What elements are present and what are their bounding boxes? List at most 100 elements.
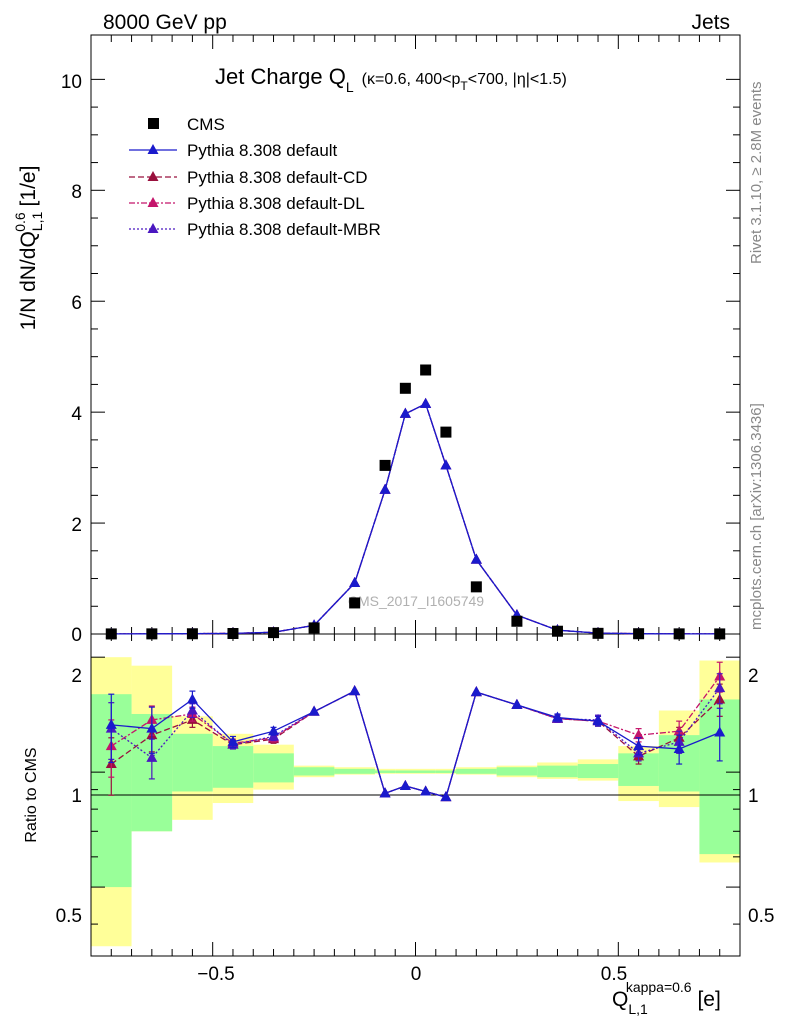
- data-point-cms: [633, 628, 645, 640]
- series-point-default: [420, 397, 432, 408]
- ratio-point-default: [268, 725, 280, 736]
- legend-label-default: Pythia 8.308 default: [187, 141, 338, 160]
- x-tick-label-0.5: 0.5: [601, 964, 627, 985]
- ratio-point-default: [470, 686, 482, 697]
- data-point-cms: [186, 628, 198, 640]
- data-point-cms: [470, 581, 482, 593]
- ratio-point-mbr: [186, 704, 198, 715]
- ratio-band-green-bin: [435, 770, 457, 773]
- data-point-cms: [440, 426, 452, 438]
- ratio-band-yellow: [91, 657, 740, 947]
- y-tick-label-6: 6: [71, 293, 82, 314]
- ratio-point-default: [673, 742, 685, 753]
- series-point-default: [399, 407, 411, 418]
- x-axis-label-sub: L,1: [628, 1001, 648, 1017]
- ratio-tick-label-left-1: 1: [71, 786, 82, 807]
- x-tick-label-minus-0.5: −0.5: [197, 964, 235, 985]
- y-axis-label-main: 1/N dN/dQ: [17, 231, 40, 330]
- ratio-point-default: [399, 779, 411, 790]
- data-point-cms: [379, 459, 391, 471]
- series-point-default: [440, 459, 452, 470]
- ratio-point-default: [551, 711, 563, 722]
- ratio-band-green-bin: [172, 733, 213, 792]
- data-point-cms: [420, 364, 432, 376]
- series-default: [105, 397, 726, 802]
- x-axis-label-unit: [e]: [692, 988, 721, 1011]
- plot-title-params-2: <700, |η|<1.5): [468, 71, 567, 88]
- ratio-point-dl: [673, 725, 685, 736]
- legend-label-cd: Pythia 8.308 default-CD: [187, 168, 368, 187]
- data-point-cms: [673, 628, 685, 640]
- axis-ticks: [90, 35, 741, 956]
- plot-title-params-1-sub: T: [460, 79, 468, 93]
- ratio-band-green-bin: [374, 770, 396, 773]
- ratio-band-green-bin: [577, 764, 619, 779]
- legend-marker-mbr: [147, 223, 159, 233]
- data-point-cms: [714, 628, 726, 640]
- ratio-band-green-bin: [395, 770, 416, 773]
- legend-label-cms: CMS: [187, 115, 225, 134]
- ratio-point-default: [379, 787, 391, 798]
- ratio-tick-label-left-2: 2: [71, 666, 82, 687]
- legend-marker-default: [147, 144, 159, 154]
- mcplots-label: mcplots.cern.ch [arXiv:1306.3436]: [748, 403, 765, 630]
- header-process-label: Jets: [691, 11, 730, 34]
- rivet-label: Rivet 3.1.10, ≥ 2.8M events: [748, 82, 765, 265]
- y-tick-label-2: 2: [71, 515, 82, 536]
- ratio-point-default: [420, 785, 432, 796]
- x-axis-label-main: Q: [612, 988, 628, 1011]
- ratio-band-green-bin: [293, 767, 335, 776]
- axis-tick-labels: 0 2 4 6 8 10 0.5 1 2 0.5 1 2 −0.5 0 0.5: [56, 72, 775, 985]
- series-layer: [105, 364, 726, 802]
- ratio-tick-label-right-0.5: 0.5: [748, 906, 774, 927]
- ratio-band-green-bin: [537, 765, 578, 778]
- ratio-tick-label-right-2: 2: [748, 666, 759, 687]
- y-axis-label-sub: L,1: [29, 212, 45, 232]
- data-point-cms: [511, 615, 523, 627]
- series-point-default: [379, 483, 391, 494]
- ratio-point-default: [592, 715, 604, 726]
- ratio-point-default: [633, 740, 645, 751]
- ratio-y-axis-label: Ratio to CMS: [23, 747, 40, 842]
- ratio-point-mbr: [146, 751, 158, 762]
- ratio-band-green-bin: [212, 746, 254, 788]
- ratio-point-default: [146, 722, 158, 733]
- data-point-cms: [308, 622, 320, 634]
- ratio-tick-label-right-1: 1: [748, 786, 759, 807]
- ratio-point-default: [511, 698, 523, 709]
- plot-title: Jet Charge QL (κ=0.6, 400<pT<700, |η|<1.5…: [215, 64, 567, 95]
- y-tick-label-8: 8: [71, 182, 82, 203]
- legend: CMS Pythia 8.308 default Pythia 8.308 de…: [129, 115, 381, 239]
- y-tick-label-4: 4: [71, 404, 82, 425]
- ratio-band-green-bin: [496, 767, 538, 776]
- ratio-band-green-bin: [415, 770, 436, 773]
- data-point-cms: [551, 625, 563, 637]
- series-point-default: [349, 576, 361, 587]
- ratio-point-default: [440, 791, 452, 802]
- data-point-cms: [399, 382, 411, 394]
- ratio-band-green-bin: [253, 753, 294, 783]
- x-axis-label-sup: kappa=0.6: [626, 979, 692, 995]
- ratio-band-green-bin: [456, 768, 497, 774]
- series-line-default: [111, 402, 720, 635]
- ratio-point-default: [105, 718, 117, 729]
- legend-marker-cd: [147, 171, 159, 181]
- ratio-point-dl: [633, 729, 645, 740]
- ratio-point-default: [308, 705, 320, 716]
- ratio-point-default: [714, 726, 726, 737]
- y-axis-label: 1/N dN/dQL,10.6 [1/e]: [12, 166, 45, 331]
- ratio-point-mbr: [714, 682, 726, 693]
- x-tick-label-0: 0: [411, 964, 422, 985]
- series-point-default: [470, 553, 482, 564]
- ratio-band-green: [91, 694, 740, 888]
- ratio-line-default: [111, 690, 720, 798]
- legend-label-mbr: Pythia 8.308 default-MBR: [187, 220, 381, 239]
- y-tick-label-10: 10: [61, 72, 82, 93]
- legend-label-dl: Pythia 8.308 default-DL: [187, 194, 365, 213]
- data-point-cms: [146, 628, 158, 640]
- watermark: CMS_2017_I1605749: [348, 593, 484, 609]
- data-point-cms: [105, 628, 117, 640]
- y-axis-label-sup: 0.6: [12, 212, 28, 232]
- plot-title-params-1: (κ=0.6, 400<p: [362, 71, 461, 88]
- series-cms: [105, 364, 726, 640]
